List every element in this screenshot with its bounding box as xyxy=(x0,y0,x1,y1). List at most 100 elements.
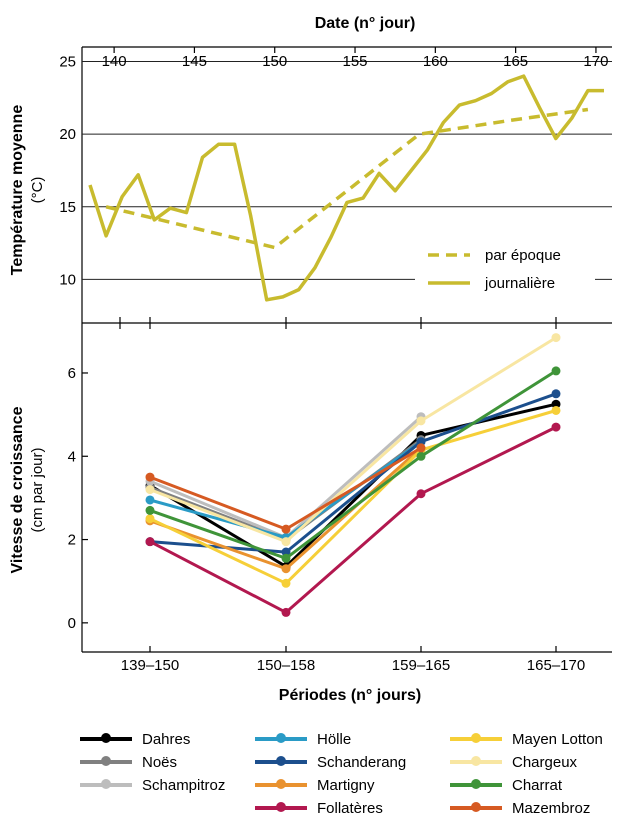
date-tick-label: 160 xyxy=(423,53,448,70)
temperature-chart: 10 15 20 25 140 145 150 155 160 165 170 par époque j… xyxy=(59,47,612,302)
legend-swatch-dot xyxy=(276,756,286,766)
legend-label: Schampitroz xyxy=(142,776,226,794)
legend-label: Martigny xyxy=(317,776,375,794)
temperature-axis-unit: (°C) xyxy=(29,177,46,204)
growth-line-dahres xyxy=(149,402,557,569)
date-tick-label: 155 xyxy=(343,53,368,70)
legend-item-mayen-lotton: Mayen Lotton xyxy=(450,728,603,750)
period-tick-label: 150–158 xyxy=(257,657,315,674)
legend-swatch-dot xyxy=(101,733,111,743)
growth-point-mayen-lotton xyxy=(551,405,561,415)
legend-swatch-dot xyxy=(471,802,481,812)
growth-axis-unit: (cm par jour) xyxy=(29,447,46,532)
growth-point-h-lle xyxy=(145,495,155,505)
legend-swatch-line xyxy=(80,756,132,766)
growth-point-martigny xyxy=(281,564,291,574)
date-tick-label: 165 xyxy=(503,53,528,70)
growth-point-chargeux xyxy=(281,537,291,547)
date-tick-label: 140 xyxy=(102,53,127,70)
legend-swatch-line xyxy=(450,802,502,812)
legend-label: Mayen Lotton xyxy=(512,730,603,748)
legend-label: Noës xyxy=(142,753,178,771)
temperature-line-dashed xyxy=(105,107,589,250)
growth-point-charrat xyxy=(281,553,291,563)
legend-item-schampitroz: Schampitroz xyxy=(80,774,225,796)
temperature-legend-label: par époque xyxy=(485,247,561,264)
growth-point-schanderang xyxy=(416,437,426,447)
growth-point-follat-res xyxy=(416,489,426,499)
temperature-tick-label: 10 xyxy=(59,271,76,288)
growth-point-charrat xyxy=(551,366,561,376)
legend-swatch-line xyxy=(80,733,132,743)
growth-line-schampitroz xyxy=(149,415,423,539)
legend-label: Mazembroz xyxy=(512,799,591,817)
date-tick-label: 145 xyxy=(182,53,207,70)
legend-swatch-dot xyxy=(276,733,286,743)
growth-tick-label: 0 xyxy=(68,615,76,632)
growth-point-charrat xyxy=(145,505,155,515)
growth-line-chargeux xyxy=(149,336,557,544)
growth-line-follat-res xyxy=(149,425,557,614)
growth-point-follat-res xyxy=(145,537,155,547)
temperature-legend-box xyxy=(415,240,595,298)
legend-swatch-dot xyxy=(471,779,481,789)
growth-point-mazembroz xyxy=(281,524,291,534)
growth-tick-label: 2 xyxy=(68,532,76,549)
growth-point-mazembroz xyxy=(416,443,426,453)
legend-label: Follatères xyxy=(317,799,383,817)
growth-chart: 0 2 4 6 139–150 150–158 159–165 165–170 xyxy=(68,317,585,674)
period-tick-label: 165–170 xyxy=(527,657,585,674)
legend-label: Charrat xyxy=(512,776,563,794)
growth-point-chargeux xyxy=(551,333,561,343)
period-tick-label: 139–150 xyxy=(121,657,179,674)
period-tick-label: 159–165 xyxy=(392,657,450,674)
growth-point-mazembroz xyxy=(145,472,155,482)
growth-line-charrat xyxy=(149,369,557,560)
growth-point-schanderang xyxy=(281,547,291,557)
growth-point-mayen-lotton xyxy=(281,578,291,588)
temperature-tick-label: 20 xyxy=(59,126,76,143)
legend-item-dahres: Dahres xyxy=(80,728,190,750)
legend-item-h-lle: Hölle xyxy=(255,728,351,750)
legend-swatch-line xyxy=(450,756,502,766)
date-tick-label: 150 xyxy=(262,53,287,70)
growth-point-chargeux xyxy=(145,485,155,495)
growth-point-chargeux xyxy=(416,416,426,426)
legend-item-martigny: Martigny xyxy=(255,774,375,796)
growth-point-charrat xyxy=(416,451,426,461)
temperature-legend-label: journalière xyxy=(484,275,555,292)
temperature-axis-title: Température moyenne xyxy=(9,105,26,276)
growth-point-mayen-lotton xyxy=(145,514,155,524)
legend-swatch-line xyxy=(255,802,307,812)
legend-swatch-line xyxy=(450,733,502,743)
legend-swatch-dot xyxy=(276,779,286,789)
legend-swatch-line xyxy=(255,756,307,766)
legend-swatch-dot xyxy=(101,756,111,766)
legend-swatch-line xyxy=(80,779,132,789)
legend-item-charrat: Charrat xyxy=(450,774,562,796)
growth-point-schanderang xyxy=(551,389,561,399)
growth-tick-label: 6 xyxy=(68,365,76,382)
legend-swatch-dot xyxy=(471,733,481,743)
legend-item-no-s: Noës xyxy=(80,751,177,773)
growth-legend: Dahres Noës Schampitroz Hölle Schanderang Mar… xyxy=(80,728,620,823)
legend-item-chargeux: Chargeux xyxy=(450,751,577,773)
legend-swatch-line xyxy=(255,779,307,789)
growth-line-mayen-lotton xyxy=(149,409,557,585)
legend-swatch-dot xyxy=(471,756,481,766)
temperature-tick-label: 15 xyxy=(59,199,76,216)
legend-item-follat-res: Follatères xyxy=(255,797,383,819)
growth-line-schanderang xyxy=(149,392,557,554)
legend-swatch-dot xyxy=(276,802,286,812)
top-axis-title: Date (n° jour) xyxy=(315,15,416,32)
growth-axis-title: Vitesse de croissance xyxy=(9,406,26,573)
temperature-line-solid xyxy=(88,74,604,302)
date-tick-label: 170 xyxy=(583,53,608,70)
legend-item-mazembroz: Mazembroz xyxy=(450,797,590,819)
legend-label: Dahres xyxy=(142,730,191,748)
period-axis-title: Périodes (n° jours) xyxy=(279,687,421,704)
legend-label: Hölle xyxy=(317,730,352,748)
growth-tick-label: 4 xyxy=(68,448,76,465)
legend-label: Chargeux xyxy=(512,753,578,771)
